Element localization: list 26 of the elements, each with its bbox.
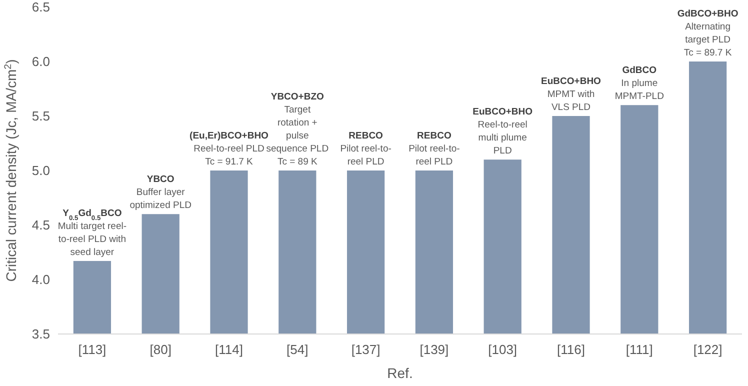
x-tick-label: [122]: [693, 342, 722, 357]
annotation: REBCO Pilot reel-to- reel PLD: [408, 130, 460, 168]
y-tick-label: 3.5: [32, 326, 50, 342]
x-axis-title: Ref.: [387, 365, 413, 381]
annotation: EuBCO+BHO Reel-to-reel multi plume PLD: [472, 106, 533, 157]
x-tick-label: [139]: [420, 342, 449, 357]
x-tick-label: [116]: [557, 342, 585, 357]
y-tick-label: 6.5: [32, 0, 50, 15]
x-tick-label: [80]: [150, 342, 172, 357]
x-tick-label: [137]: [351, 342, 380, 357]
y-tick-label: 4.0: [32, 272, 50, 288]
x-tick-label: [54]: [286, 342, 308, 357]
annotation: YBCO Buffer layer optimized PLD: [130, 174, 192, 212]
annotation: REBCO Pilot reel-to- reel PLD: [340, 130, 392, 168]
x-tick-label: [103]: [488, 342, 518, 357]
x-tick-label: [111]: [626, 342, 653, 357]
y-tick-label: 6.0: [32, 54, 50, 70]
annotation: Y$_{0.5}$Gd$_{0.5}$BCO Multi target reel- to-reel PLD with seed layer: [58, 208, 127, 258]
x-tick-label: [114]: [215, 342, 243, 357]
x-tick-label: [113]: [78, 342, 106, 357]
y-tick-label: 5.0: [32, 163, 50, 178]
y-tick-label: 5.5: [32, 108, 50, 124]
annotation: EuBCO+BHO MPMT with VLS PLD: [541, 76, 601, 113]
annotation: GdBCO+BHO Alternating target PLD Tc = 89.7 K: [677, 8, 738, 58]
annotation: GdBCO In plume MPMT-PLD: [614, 65, 664, 102]
y-tick-label: 4.5: [32, 218, 50, 233]
